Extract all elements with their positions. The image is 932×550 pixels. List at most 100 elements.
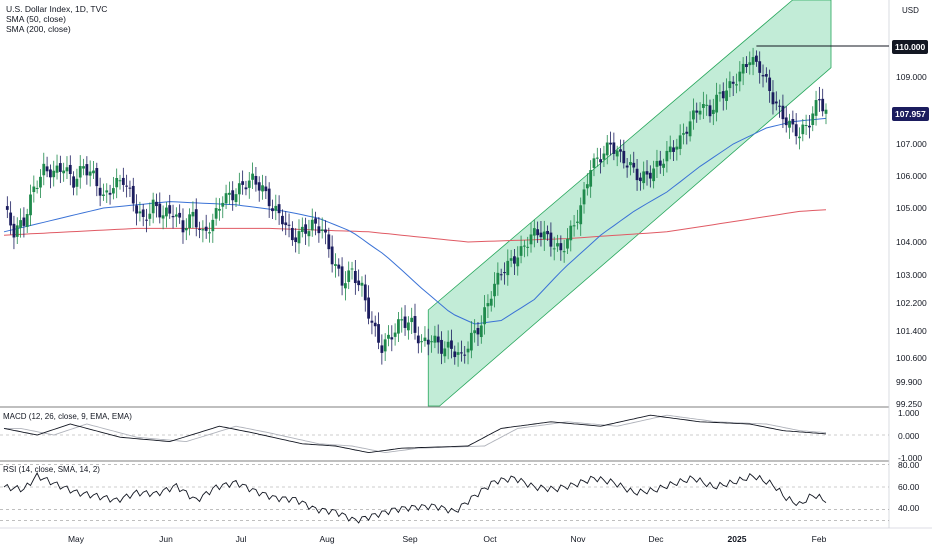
legend-title[interactable]: U.S. Dollar Index, 1D, TVC — [6, 4, 108, 14]
candle-body — [638, 177, 642, 182]
candle-body — [334, 264, 337, 266]
candle-body — [579, 205, 583, 225]
candle-body — [738, 71, 742, 82]
candle-body — [585, 184, 589, 189]
rsi-line — [3, 472, 827, 524]
candle-body — [718, 92, 722, 94]
candle-body — [542, 231, 546, 240]
candle-body — [420, 341, 424, 343]
candle-body — [562, 251, 566, 253]
candle-body — [804, 125, 808, 127]
candle-body — [473, 330, 477, 334]
time-tick-label: Nov — [570, 534, 586, 544]
candle-body — [72, 176, 76, 188]
currency-label[interactable]: USD — [902, 6, 919, 15]
legend-sma50[interactable]: SMA (50, close) — [6, 14, 66, 24]
candle-body — [413, 316, 417, 333]
candle-body — [35, 187, 39, 189]
candle-body — [721, 91, 725, 99]
candle-body — [58, 163, 62, 172]
candle-body — [764, 74, 768, 77]
candle-body — [403, 316, 407, 328]
candle-body — [483, 307, 487, 325]
candle-body — [327, 234, 331, 250]
candle-body — [125, 185, 129, 187]
candle-body — [532, 228, 536, 236]
candle-body — [493, 283, 496, 297]
candle-body — [380, 345, 384, 353]
time-tick-label: Feb — [812, 534, 827, 544]
candle-body — [735, 84, 738, 86]
candle-body — [410, 317, 414, 323]
candle-body — [49, 169, 52, 178]
candle-body — [443, 348, 447, 357]
candle-body — [453, 351, 457, 358]
candle-body — [595, 157, 599, 159]
candle-body — [234, 194, 238, 203]
macd-tick-label: 0.000 — [898, 431, 920, 441]
candle-body — [165, 207, 168, 217]
candle-body — [237, 183, 241, 195]
candle-body — [476, 327, 480, 335]
candle-body — [430, 341, 433, 343]
candle-body — [605, 142, 609, 156]
candle-body — [456, 352, 460, 355]
candle-body — [198, 228, 201, 230]
candle-body — [377, 324, 380, 343]
candle-body — [559, 243, 563, 251]
candle-body — [728, 81, 732, 89]
candle-body — [251, 173, 254, 180]
candle-body — [433, 335, 437, 343]
candle-body — [184, 228, 188, 231]
candle-body — [317, 226, 321, 234]
price-tick-label: 101.400 — [896, 326, 927, 336]
candle-body — [357, 280, 361, 286]
macd-line — [3, 414, 827, 454]
candle-body — [383, 339, 387, 352]
candle-body — [824, 109, 828, 114]
candle-body — [22, 217, 26, 226]
candle-body — [39, 176, 42, 188]
candle-body — [416, 335, 420, 344]
macd-label[interactable]: MACD (12, 26, close, 9, EMA, EMA) — [3, 412, 132, 421]
candle-body — [241, 181, 245, 185]
time-tick-label: Dec — [648, 534, 664, 544]
chart-legend: U.S. Dollar Index, 1D, TVC SMA (50, clos… — [6, 4, 107, 34]
candle-body — [552, 248, 556, 250]
candle-body — [460, 352, 463, 354]
candle-body — [658, 160, 662, 166]
price-tick-label: 99.250 — [896, 399, 922, 409]
candle-body — [798, 136, 801, 139]
candle-body — [340, 266, 344, 286]
candle-body — [708, 105, 712, 117]
rsi-label[interactable]: RSI (14, close, SMA, 14, 2) — [3, 465, 100, 474]
candle-body — [178, 212, 182, 218]
candle-body — [463, 354, 467, 356]
candle-body — [393, 332, 397, 337]
candle-body — [121, 177, 125, 185]
candle-body — [108, 192, 112, 195]
candle-body — [662, 163, 665, 168]
candle-body — [814, 100, 818, 116]
candle-body — [62, 170, 66, 174]
candle-body — [701, 103, 705, 108]
time-tick-label: Oct — [483, 534, 497, 544]
candle-body — [188, 214, 192, 229]
candle-body — [665, 150, 669, 162]
time-tick-label: May — [68, 534, 85, 544]
price-tick-label: 105.000 — [896, 203, 927, 213]
legend-sma200[interactable]: SMA (200, close) — [6, 24, 71, 34]
candle-body — [78, 166, 82, 178]
time-tick-label: 2025 — [728, 534, 747, 544]
candle-body — [648, 172, 652, 179]
candle-body — [582, 189, 586, 205]
candle-body — [817, 99, 821, 101]
price-line-badge: 110.000 — [892, 40, 929, 54]
candle-body — [781, 105, 785, 120]
candle-body — [801, 124, 805, 135]
candle-body — [741, 63, 745, 74]
rsi-tick-label: 80.00 — [898, 460, 920, 470]
candle-body — [304, 224, 308, 234]
